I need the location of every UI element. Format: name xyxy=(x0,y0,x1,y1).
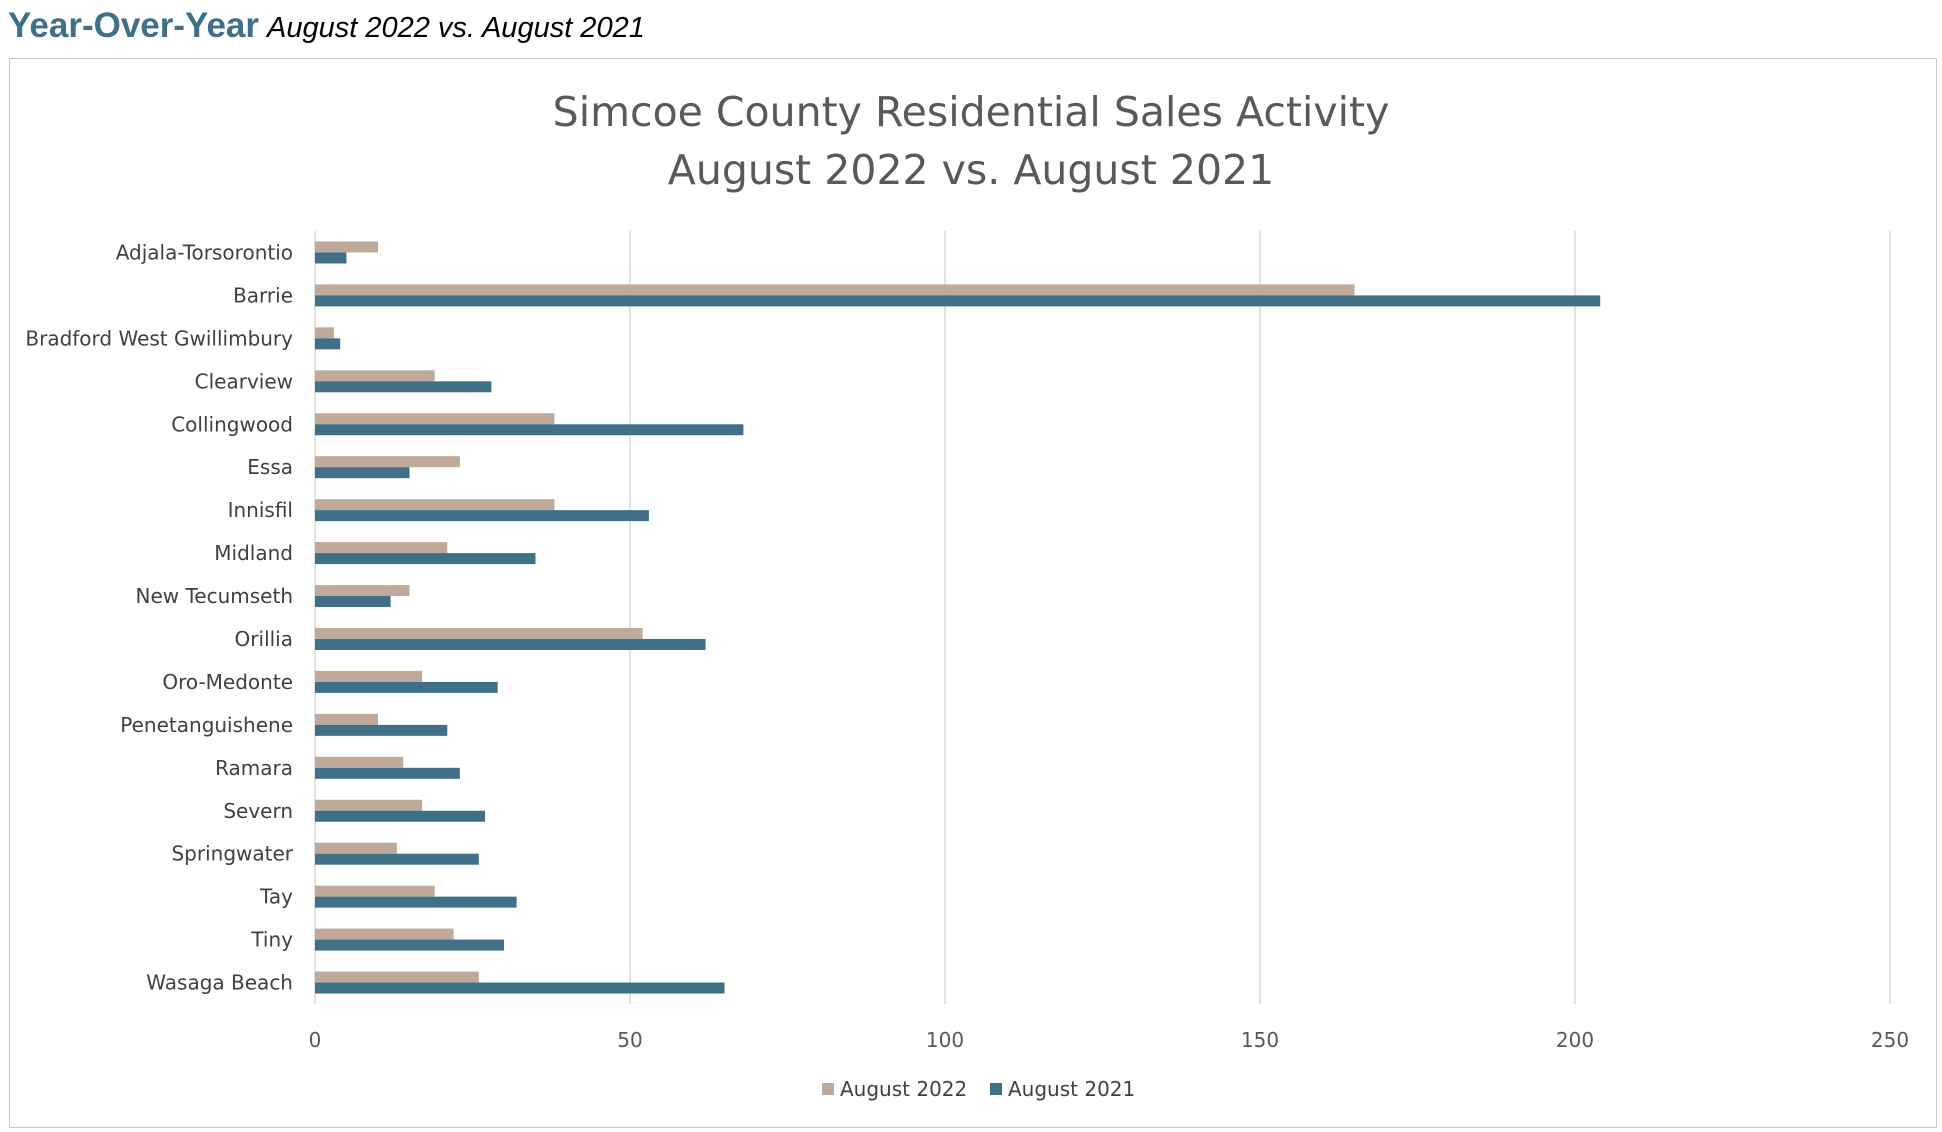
bar-august-2022 xyxy=(315,842,397,854)
category-label: Collingwood xyxy=(171,412,293,436)
category-labels: Adjala-Torsorontio Barrie Bradford West Gw… xyxy=(25,240,293,994)
chart-title-line-1: Simcoe County Residential Sales Activity xyxy=(553,88,1390,136)
category-label: Innisfil xyxy=(228,498,293,522)
bar-august-2021 xyxy=(315,681,498,693)
bar-august-2021 xyxy=(315,553,536,565)
category-label: Oro-Medonte xyxy=(162,670,293,694)
bar-august-2021 xyxy=(315,295,1601,307)
bar-august-2021 xyxy=(315,510,649,522)
bar-august-2021 xyxy=(315,939,504,951)
x-tick-label: 250 xyxy=(1871,1028,1909,1052)
bar-august-2022 xyxy=(315,756,404,768)
x-tick-label: 0 xyxy=(309,1028,322,1052)
bar-august-2022 xyxy=(315,370,435,382)
gridlines xyxy=(314,231,1891,1004)
category-label: Penetanguishene xyxy=(120,713,293,737)
legend-label: August 2022 xyxy=(840,1077,967,1101)
category-label: Tiny xyxy=(250,928,293,952)
bar-august-2022 xyxy=(315,284,1355,296)
bar-august-2022 xyxy=(315,499,555,511)
bar-august-2022 xyxy=(315,885,435,897)
page-title: Year-Over-Year xyxy=(8,6,260,45)
category-label: Midland xyxy=(214,541,293,565)
category-label: Severn xyxy=(223,799,293,823)
category-label: New Tecumseth xyxy=(136,584,294,608)
bar-august-2021 xyxy=(315,853,479,865)
x-tick-label: 100 xyxy=(926,1028,964,1052)
category-label: Essa xyxy=(247,455,293,479)
category-label: Ramara xyxy=(215,756,293,780)
x-tick-label: 50 xyxy=(617,1028,642,1052)
bar-august-2022 xyxy=(315,713,378,725)
legend-swatch xyxy=(822,1083,834,1095)
bar-august-2021 xyxy=(315,252,347,264)
category-label: Tay xyxy=(259,885,293,909)
bar-august-2022 xyxy=(315,928,454,940)
category-label: Orillia xyxy=(235,627,293,651)
category-label: Springwater xyxy=(171,842,293,866)
bar-august-2022 xyxy=(315,585,410,597)
bars xyxy=(315,241,1601,994)
chart-frame xyxy=(9,58,1937,1128)
legend-label: August 2021 xyxy=(1008,1077,1135,1101)
bar-august-2022 xyxy=(315,456,460,468)
bar-august-2021 xyxy=(315,982,725,994)
bar-august-2021 xyxy=(315,424,744,436)
bar-august-2021 xyxy=(315,467,410,479)
bar-august-2022 xyxy=(315,542,448,554)
x-axis-ticks: 0 50 100 150 200 250 xyxy=(309,1028,1909,1052)
page-subtitle: August 2022 vs. August 2021 xyxy=(267,12,645,44)
bar-august-2022 xyxy=(315,327,334,339)
bar-august-2021 xyxy=(315,381,492,393)
bar-august-2022 xyxy=(315,799,423,811)
chart-title-line-2: August 2022 vs. August 2021 xyxy=(668,146,1274,194)
legend: August 2022 August 2021 xyxy=(822,1077,1135,1101)
x-tick-label: 150 xyxy=(1241,1028,1279,1052)
category-label: Adjala-Torsorontio xyxy=(116,240,293,264)
x-tick-label: 200 xyxy=(1556,1028,1594,1052)
category-label: Clearview xyxy=(195,369,293,393)
bar-august-2021 xyxy=(315,810,486,822)
bar-august-2021 xyxy=(315,596,391,608)
bar-august-2022 xyxy=(315,670,423,682)
legend-swatch xyxy=(990,1083,1002,1095)
page-header: Year-Over-Year August 2022 vs. August 202… xyxy=(8,6,645,46)
bar-august-2022 xyxy=(315,413,555,425)
category-label: Bradford West Gwillimbury xyxy=(25,326,293,350)
bar-august-2021 xyxy=(315,638,706,650)
bar-august-2022 xyxy=(315,971,479,983)
bar-august-2022 xyxy=(315,627,643,639)
bar-august-2021 xyxy=(315,896,517,908)
bar-august-2021 xyxy=(315,767,460,779)
category-label: Wasaga Beach xyxy=(146,971,293,995)
bar-august-2021 xyxy=(315,338,341,350)
category-label: Barrie xyxy=(233,283,293,307)
bar-august-2021 xyxy=(315,724,448,736)
bar-august-2022 xyxy=(315,241,378,253)
